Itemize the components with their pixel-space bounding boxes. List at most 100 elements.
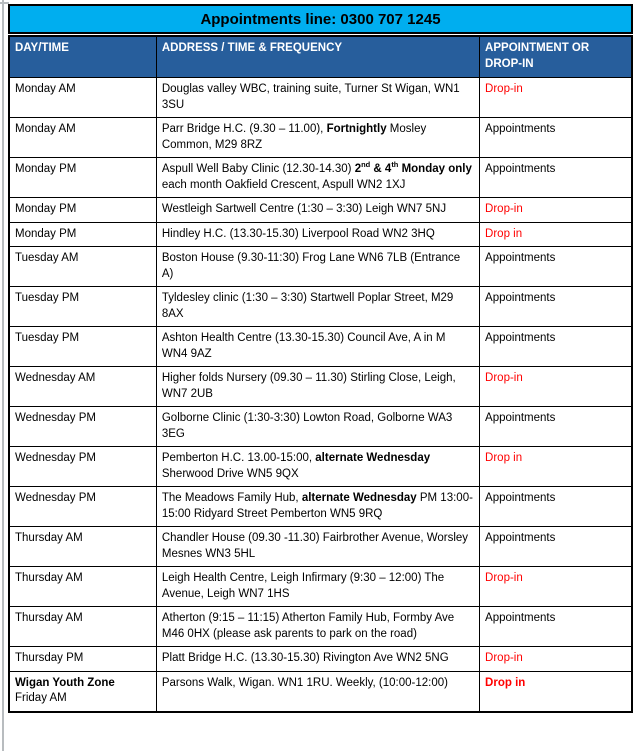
status-cell: Appointments <box>479 606 633 647</box>
status-cell: Drop-in <box>479 566 633 607</box>
address-text-segment: Tyldesley clinic (1:30 – 3:30) Startwell… <box>161 292 454 320</box>
address-text-segment: The Meadows Family Hub, <box>161 492 302 504</box>
day-time-cell: Wednesday AM <box>8 366 157 407</box>
status-cell: Appointments <box>479 286 633 327</box>
appointment-row: Wigan Youth Zone Friday AM Parsons Walk, W… <box>8 670 633 712</box>
address-text-segment: Golborne Clinic (1:30-3:30) Lowton Road,… <box>161 412 453 440</box>
address-cell: Boston House (9.30-11:30) Frog Lane WN6 … <box>155 246 481 287</box>
status-cell: Drop in <box>479 221 633 247</box>
address-text-segment: th <box>391 160 399 170</box>
col-header-appointment-or-drop-in: APPOINTMENT OR DROP-IN <box>479 35 633 78</box>
address-text-segment: Higher folds Nursery (09.30 – 11.30) Sti… <box>161 372 456 400</box>
day-text-segment: Thursday PM <box>15 652 84 664</box>
appointment-row: Tuesday PM Ashton Health Centre (13.30-15… <box>8 326 633 367</box>
day-text-segment: Wednesday PM <box>15 452 96 464</box>
address-text-segment: Sherwood Drive WN5 9QX <box>161 467 299 480</box>
address-text-segment: Parr Bridge H.C. (9.30 – 11.00), <box>161 123 327 135</box>
address-text-segment: Atherton (9:15 – 11:15) Atherton Family … <box>161 612 455 640</box>
day-text-segment: Wednesday PM <box>15 492 96 504</box>
day-text-segment: Tuesday PM <box>15 332 80 344</box>
appointment-row: Monday PM Westleigh Sartwell Centre (1:30… <box>8 197 633 223</box>
appointment-row: Thursday AM Atherton (9:15 – 11:15) Ather… <box>8 606 633 647</box>
address-text-segment: Pemberton H.C. 13.00-15:00, <box>161 452 316 464</box>
address-text-segment: Douglas valley WBC, training suite, Turn… <box>161 83 460 111</box>
appointment-row: Thursday PM Platt Bridge H.C. (13.30-15.3… <box>8 646 633 672</box>
address-cell: Chandler House (09.30 -11.30) Fairbrothe… <box>155 526 481 567</box>
appointment-row: Wednesday PM The Meadows Family Hub, alte… <box>8 486 633 527</box>
address-text-segment: alternate Wednesday <box>301 492 417 504</box>
address-text-segment: Monday only <box>398 163 472 175</box>
day-time-cell: Wigan Youth Zone Friday AM <box>8 670 157 712</box>
day-time-cell: Tuesday AM <box>8 246 157 287</box>
address-text-segment: nd <box>361 160 371 170</box>
day-time-cell: Monday AM <box>8 77 157 118</box>
day-time-cell: Wednesday PM <box>8 486 157 527</box>
day-text-segment: Wednesday AM <box>15 372 96 384</box>
day-text-segment: Wigan Youth Zone <box>15 676 115 689</box>
day-time-cell: Monday PM <box>8 221 157 247</box>
status-cell: Drop-in <box>479 77 633 118</box>
status-cell: Appointments <box>479 246 633 287</box>
address-text-segment: PM 13:00-15:00 Ridyard Street Pemberton … <box>161 492 473 520</box>
appointment-row: Tuesday AM Boston House (9.30-11:30) Frog… <box>8 246 633 287</box>
address-cell: Platt Bridge H.C. (13.30-15.30) Rivingto… <box>155 646 481 672</box>
address-text-segment: Leigh Health Centre, Leigh Infirmary (9:… <box>161 572 445 600</box>
address-cell: Ashton Health Centre (13.30-15.30) Counc… <box>155 326 481 367</box>
day-text-segment: Monday AM <box>15 83 76 95</box>
day-time-cell: Tuesday PM <box>8 326 157 367</box>
day-time-cell: Wednesday PM <box>8 406 157 447</box>
appointment-row: Thursday AM Chandler House (09.30 -11.30)… <box>8 526 633 567</box>
appointment-row: Monday PM Aspull Well Baby Clinic (12.30-… <box>8 157 633 198</box>
day-time-cell: Monday AM <box>8 117 157 158</box>
appointment-row: Tuesday PM Tyldesley clinic (1:30 – 3:30)… <box>8 286 633 327</box>
address-text-segment: Westleigh Sartwell Centre (1:30 – 3:30) … <box>161 203 447 215</box>
day-time-cell: Wednesday PM <box>8 446 157 487</box>
address-cell: Douglas valley WBC, training suite, Turn… <box>155 77 481 118</box>
status-cell: Drop in <box>479 670 633 712</box>
day-text-segment: Thursday AM <box>15 532 83 544</box>
day-text-segment: Monday PM <box>15 227 77 240</box>
address-text-segment: each month Oakfield Crescent, Aspull WN2… <box>161 178 406 191</box>
day-time-cell: Monday PM <box>8 197 157 223</box>
status-cell: Appointments <box>479 117 633 158</box>
table-header-row: DAY/TIME ADDRESS / TIME & FREQUENCY APPO… <box>8 35 633 78</box>
address-text-segment: alternate Wednesday <box>315 452 431 464</box>
address-cell: Atherton (9:15 – 11:15) Atherton Family … <box>155 606 481 647</box>
day-text-segment: Wednesday PM <box>15 412 96 424</box>
appointment-row: Wednesday AM Higher folds Nursery (09.30 … <box>8 366 633 407</box>
day-text-segment: Thursday AM <box>15 612 83 624</box>
address-cell: Golborne Clinic (1:30-3:30) Lowton Road,… <box>155 406 481 447</box>
status-cell: Drop-in <box>479 366 633 407</box>
appointments-table: DAY/TIME ADDRESS / TIME & FREQUENCY APPO… <box>8 35 633 713</box>
day-time-cell: Monday PM <box>8 157 157 198</box>
left-margin-line <box>2 0 4 751</box>
col-header-day-time: DAY/TIME <box>8 35 157 78</box>
address-cell: Aspull Well Baby Clinic (12.30-14.30) 2n… <box>155 157 481 198</box>
status-cell: Appointments <box>479 406 633 447</box>
address-cell: Higher folds Nursery (09.30 – 11.30) Sti… <box>155 366 481 407</box>
status-cell: Appointments <box>479 326 633 367</box>
appointment-row: Monday AM Douglas valley WBC, training su… <box>8 77 633 118</box>
address-text-segment: Hindley H.C. (13.30-15.30) Liverpool Roa… <box>161 227 435 240</box>
day-text-segment: Tuesday PM <box>15 292 80 304</box>
status-cell: Appointments <box>479 526 633 567</box>
status-cell: Appointments <box>479 486 633 527</box>
address-cell: Westleigh Sartwell Centre (1:30 – 3:30) … <box>155 197 481 223</box>
address-text-segment: Platt Bridge H.C. (13.30-15.30) Rivingto… <box>161 652 449 664</box>
status-cell: Drop-in <box>479 646 633 672</box>
address-text-segment: Aspull Well Baby Clinic (12.30-14.30) <box>161 163 355 175</box>
address-text-segment: Mosley Common, M29 8RZ <box>161 123 427 151</box>
day-time-cell: Thursday AM <box>8 566 157 607</box>
day-text-segment: Friday AM <box>15 692 67 704</box>
address-cell: Parr Bridge H.C. (9.30 – 11.00), Fortnig… <box>155 117 481 158</box>
appointment-row: Wednesday PM Pemberton H.C. 13.00-15:00, … <box>8 446 633 487</box>
appointment-row: Monday AM Parr Bridge H.C. (9.30 – 11.00)… <box>8 117 633 158</box>
address-text-segment: Chandler House (09.30 -11.30) Fairbrothe… <box>161 532 469 560</box>
day-text-segment: Monday PM <box>15 203 77 215</box>
status-cell: Appointments <box>479 157 633 198</box>
day-text-segment: Thursday AM <box>15 572 83 584</box>
day-time-cell: Thursday AM <box>8 606 157 647</box>
appointment-row: Monday PM Hindley H.C. (13.30-15.30) Live… <box>8 221 633 247</box>
day-time-cell: Thursday AM <box>8 526 157 567</box>
